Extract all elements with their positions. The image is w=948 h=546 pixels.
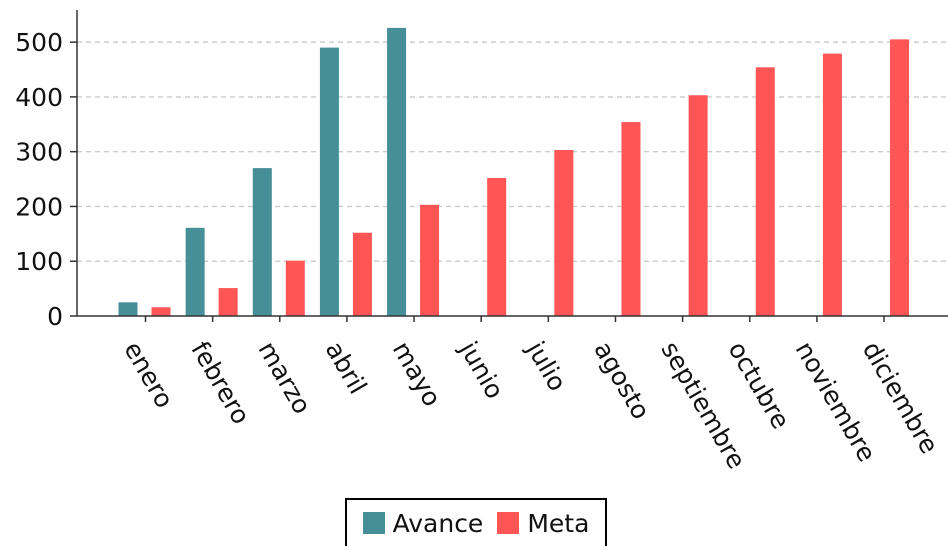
bar-meta-junio [487,177,507,316]
bar-meta-enero [151,307,171,316]
bar-avance-abril [319,47,339,316]
bar-meta-julio [554,150,574,316]
legend-item-meta: Meta [497,509,589,538]
bar-avance-enero [118,302,138,316]
x-tick-label: abril [320,337,373,399]
legend-item-avance: Avance [362,508,484,538]
legend-swatch-avance [362,512,385,534]
y-tick-label: 100 [15,247,63,276]
bar-avance-marzo [252,168,272,316]
legend-label-meta: Meta [527,508,590,538]
bar-meta-febrero [218,288,238,316]
legend-label-avance: Avance [392,508,484,538]
bars [118,27,910,317]
bar-avance-mayo [387,27,407,317]
y-tick-label: 300 [15,138,63,167]
bar-meta-octubre [755,67,775,316]
x-tick-label: octubre [723,337,796,434]
x-tick-label: febrero [185,337,255,430]
bar-meta-agosto [621,122,641,317]
x-tick-label: marzo [253,337,317,419]
bar-meta-abril [352,232,372,316]
axes [70,10,948,322]
x-tick-label: junio [454,336,510,404]
y-tick-labels: 0 100 200 300 400 500 [15,28,63,331]
bar-meta-diciembre [890,39,910,316]
bar-avance-febrero [185,227,205,316]
legend: Avance Meta [345,498,607,546]
x-tick-label: mayo [387,337,447,412]
y-tick-label: 500 [15,28,63,57]
x-tick-label: julio [521,336,573,396]
bar-meta-mayo [420,204,440,316]
bar-meta-septiembre [688,95,708,316]
x-tick-label: agosto [588,337,655,425]
bar-meta-marzo [285,260,305,316]
y-tick-label: 0 [47,302,63,331]
y-tick-label: 200 [15,192,63,221]
bar-meta-noviembre [822,53,842,316]
y-tick-label: 400 [15,83,63,112]
grid-lines [77,41,946,262]
legend-swatch-meta [497,512,520,534]
x-tick-label: enero [118,337,179,414]
